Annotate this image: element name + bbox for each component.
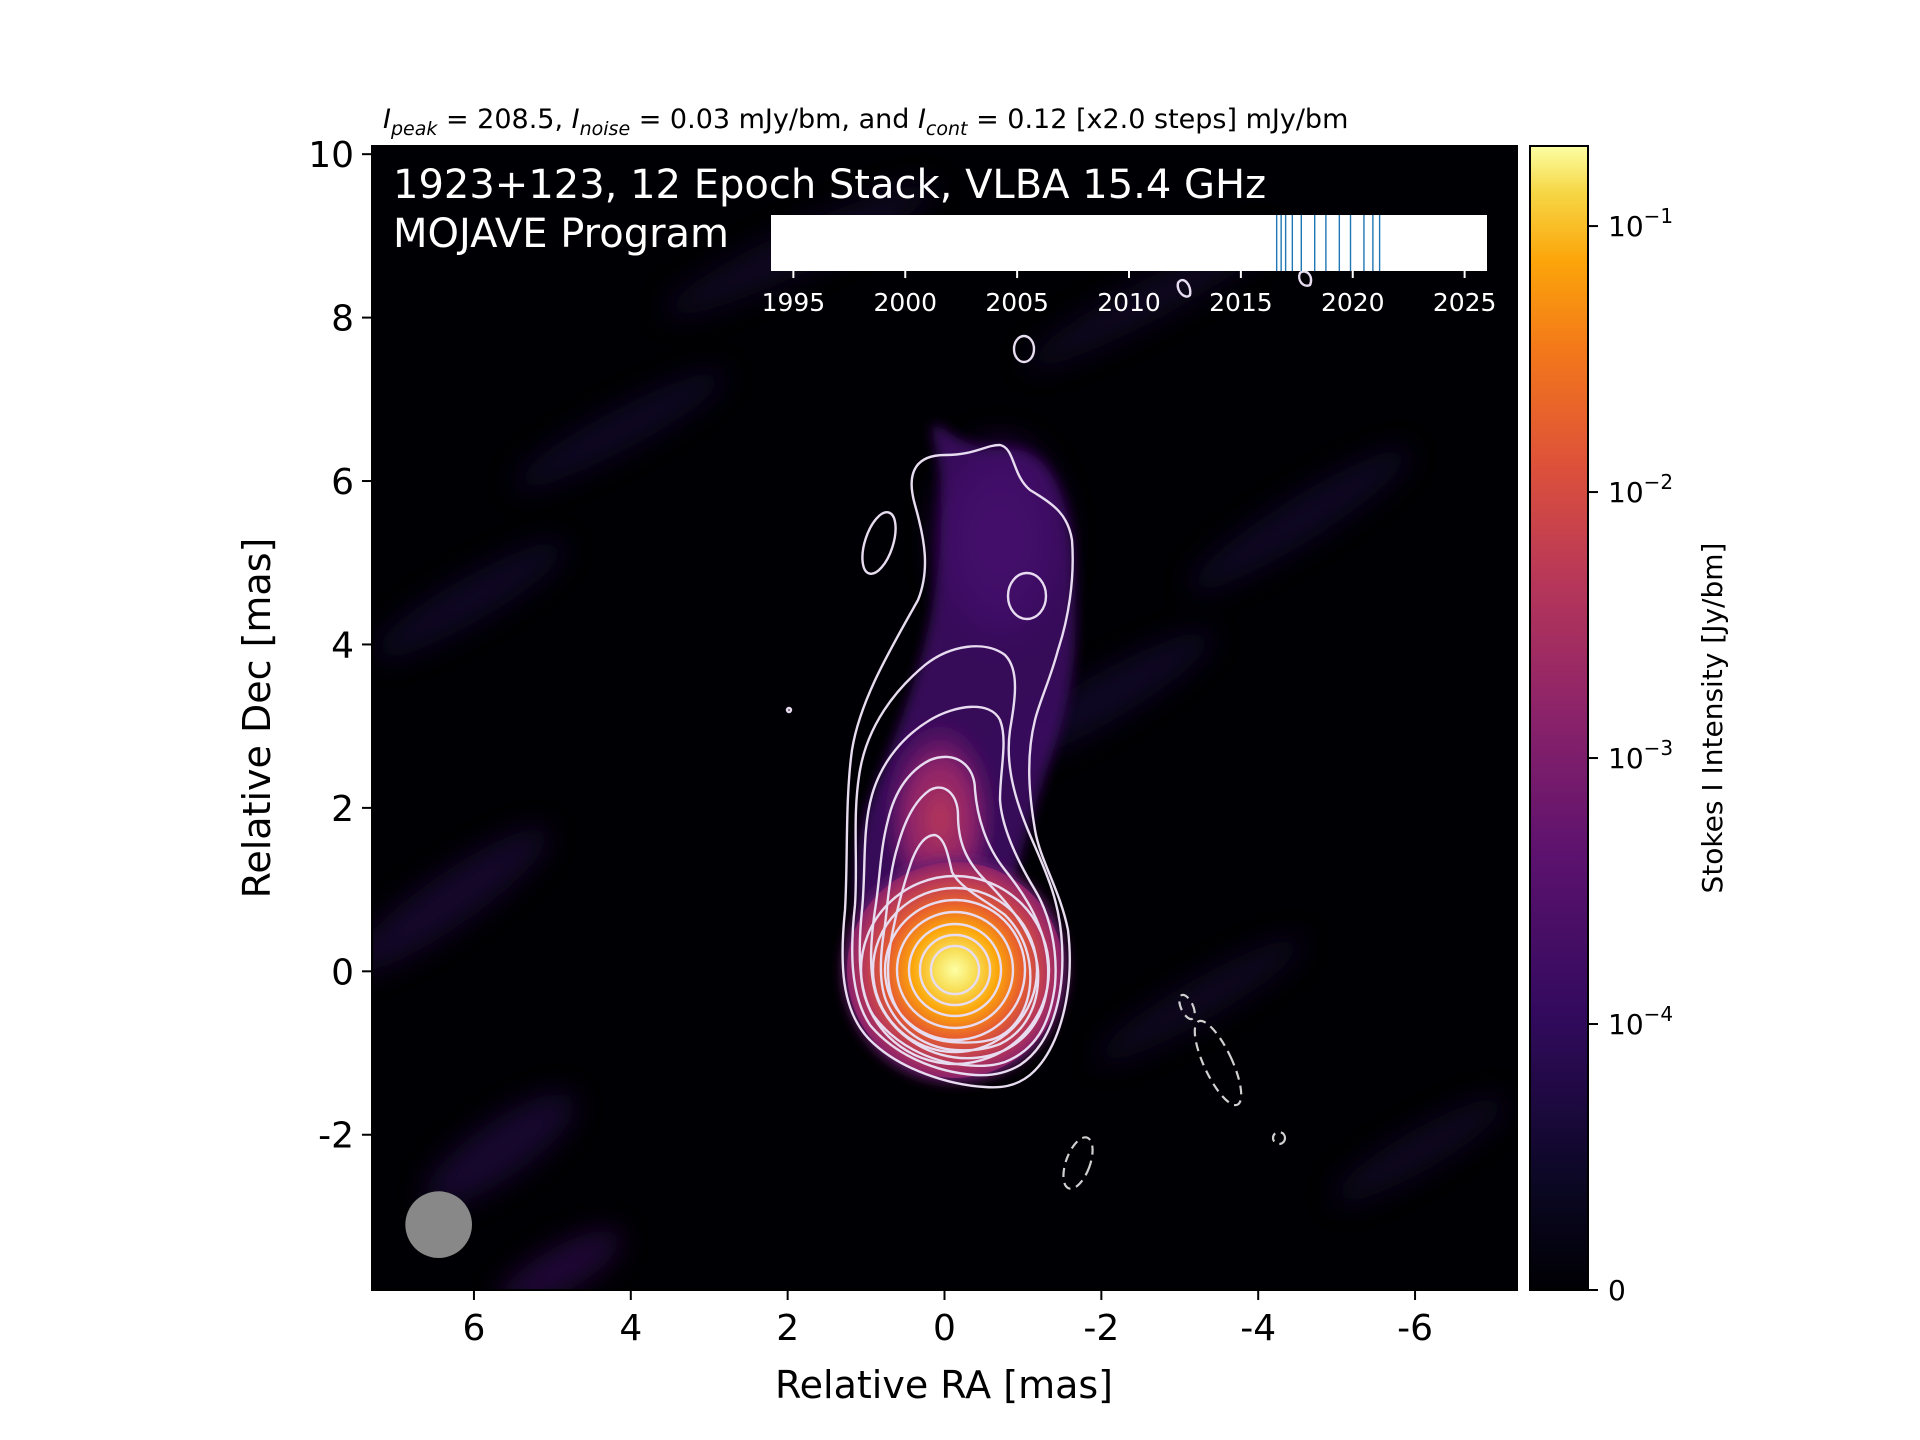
epoch-tick-label: 2005 (985, 288, 1049, 317)
colorbar-tick-label: 0 (1608, 1274, 1626, 1307)
contour-13 (929, 944, 981, 996)
contour-7 (859, 874, 1051, 1066)
contour-3 (858, 705, 1057, 1068)
beam-ellipse (405, 1191, 472, 1258)
y-tick-label: 10 (308, 135, 354, 176)
x-tick-label: -2 (1083, 1308, 1119, 1349)
contour-outer (841, 443, 1074, 1089)
contour-11 (907, 922, 1003, 1018)
chart-header: Ipeak = 208.5, Inoise = 0.03 mJy/bm, and… (383, 104, 1348, 140)
colorbar-tick-label: 10−1 (1608, 204, 1673, 243)
contour-9 (883, 898, 1027, 1042)
contour-12 (918, 933, 992, 1007)
epoch-tick-label: 1995 (762, 288, 826, 317)
epoch-tick-label: 2025 (1433, 288, 1497, 317)
epoch-tick-label: 2000 (873, 288, 937, 317)
epoch-tick-label: 2015 (1209, 288, 1273, 317)
colorbar-label: Stokes I Intensity [Jy/bm] (1696, 543, 1729, 894)
y-tick-label: 4 (331, 625, 354, 666)
y-tick-label: -2 (318, 1116, 354, 1157)
contour-island-1 (861, 511, 897, 575)
intensity-map: 1923+123, 12 Epoch Stack, VLBA 15.4 GHz … (372, 146, 1517, 1290)
program-title: MOJAVE Program (393, 211, 729, 257)
colorbar: 0 10−4 10−3 10−2 10−1 Stokes I Intensity [Jy… (1529, 145, 1729, 1307)
colorbar-tick-label: 10−4 (1608, 1002, 1673, 1041)
source-title: 1923+123, 12 Epoch Stack, VLBA 15.4 GHz (393, 162, 1266, 208)
contour-island-3 (1012, 334, 1036, 364)
epoch-tick-label: 2010 (1097, 288, 1161, 317)
epoch-lines (1275, 215, 1381, 271)
x-axis-ticks: 6 4 2 0 -2 -4 -6 (462, 1290, 1433, 1349)
negative-contours (1062, 993, 1287, 1190)
contour-speck (785, 706, 793, 714)
contour-6 (886, 833, 1032, 1044)
x-axis-label: Relative RA [mas] (775, 1363, 1113, 1407)
x-tick-label: -6 (1397, 1308, 1433, 1349)
y-tick-label: 6 (331, 462, 354, 503)
x-tick-label: -4 (1240, 1308, 1276, 1349)
x-tick-label: 4 (619, 1308, 642, 1349)
colorbar-ticks: 0 10−4 10−3 10−2 10−1 (1588, 204, 1673, 1307)
epoch-timeline-box (771, 215, 1487, 271)
colorbar-gradient (1529, 145, 1589, 1291)
y-axis-ticks: -2 0 2 4 6 8 10 (308, 135, 372, 1157)
contour-island-4 (1176, 278, 1192, 298)
y-tick-label: 0 (331, 952, 354, 993)
colorbar-tick-label: 10−2 (1608, 470, 1673, 509)
contour-8 (871, 886, 1039, 1054)
contour-island-2 (1006, 571, 1048, 621)
colorbar-tick-label: 10−3 (1608, 736, 1673, 775)
contour-2 (851, 645, 1064, 1077)
contour-levels (785, 270, 1313, 1089)
y-axis-label: Relative Dec [mas] (235, 538, 279, 899)
contour-island-5 (1298, 270, 1313, 287)
epoch-timeline: 1995 2000 2005 2010 2015 2020 2025 (762, 215, 1497, 317)
contour-5 (879, 786, 1040, 1052)
contour-10 (895, 910, 1015, 1030)
epoch-tick-label: 2020 (1321, 288, 1385, 317)
x-tick-label: 0 (933, 1308, 956, 1349)
x-tick-label: 6 (462, 1308, 485, 1349)
x-tick-label: 2 (776, 1308, 799, 1349)
y-tick-label: 8 (331, 299, 354, 340)
y-tick-label: 2 (331, 789, 354, 830)
epoch-timeline-ticks: 1995 2000 2005 2010 2015 2020 2025 (762, 271, 1497, 317)
